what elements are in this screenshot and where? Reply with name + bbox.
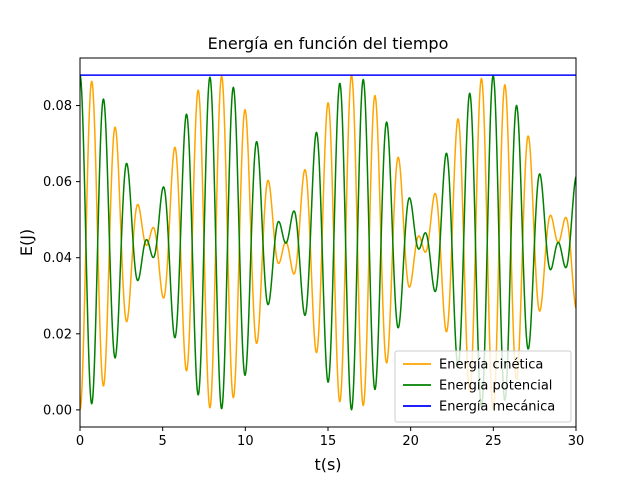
x-tick-label: 0 (76, 434, 84, 449)
legend-label-kinetic: Energía cinética (439, 358, 543, 373)
x-tick-label: 30 (568, 434, 585, 449)
y-axis-title: E(J) (17, 229, 36, 256)
legend: Energía cinética Energía potencial Energía… (394, 350, 572, 423)
y-tick-label: 0.06 (43, 175, 72, 190)
x-axis-ticks: 0 5 10 15 20 25 30 (76, 427, 584, 449)
y-axis-ticks: 0.00 0.02 0.04 0.06 0.08 (43, 99, 80, 418)
y-tick-label: 0.02 (43, 327, 72, 342)
legend-box (394, 350, 572, 423)
x-tick-label: 10 (237, 434, 254, 449)
x-tick-label: 20 (402, 434, 419, 449)
x-tick-label: 25 (485, 434, 502, 449)
legend-items: Energía cinética Energía potencial Energía… (403, 358, 555, 415)
y-tick-label: 0.00 (43, 403, 72, 418)
chart-title: Energía en función del tiempo (208, 34, 449, 53)
y-tick-label: 0.04 (43, 251, 72, 266)
y-tick-label: 0.08 (43, 99, 72, 114)
legend-label-potential: Energía potencial (439, 379, 552, 394)
x-tick-label: 5 (159, 434, 167, 449)
legend-label-mechanical: Energía mecánica (439, 400, 555, 415)
x-axis-title: t(s) (314, 455, 341, 474)
x-tick-label: 15 (320, 434, 337, 449)
